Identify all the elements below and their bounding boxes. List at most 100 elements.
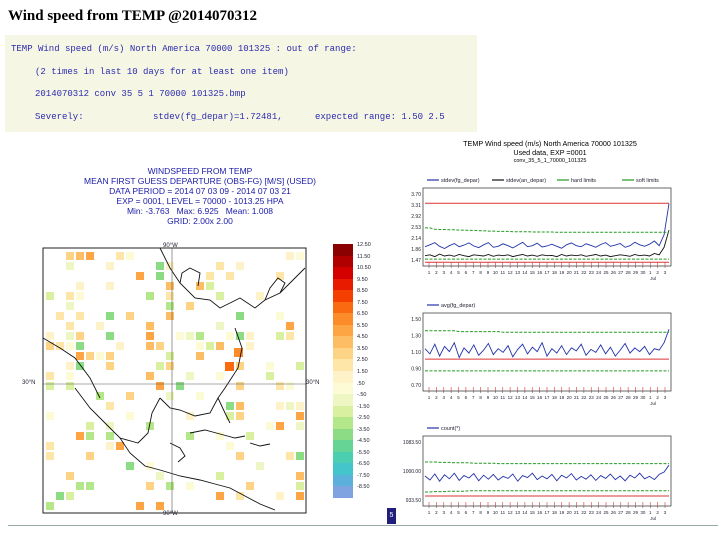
map-grid-cells [46, 252, 304, 510]
map-cell [196, 282, 204, 290]
map-cell [76, 252, 84, 260]
x-tick-label: 9 [487, 395, 490, 400]
x-tick-label: 26 [611, 395, 617, 400]
x-tick-label: 15 [530, 395, 536, 400]
map-cell [96, 392, 104, 400]
x-tick-label: 27 [618, 395, 624, 400]
x-tick-label: 2 [435, 395, 438, 400]
map-cell [136, 502, 144, 510]
x-tick-label: 20 [567, 510, 573, 515]
map-plot: 90°W 30°N 30°N [22, 243, 319, 514]
x-tick-label: 4 [450, 395, 453, 400]
y-tick-label: 933.50 [406, 498, 422, 504]
x-tick-label: 7 [472, 510, 475, 515]
plot-frame [422, 312, 672, 392]
map-header: WINDSPEED FROM TEMP MEAN FIRST GUESS DEP… [55, 166, 345, 226]
x-tick-label: 24 [596, 270, 602, 275]
series-line-count- [424, 464, 670, 482]
map-cell [146, 342, 154, 350]
map-cell [166, 262, 174, 270]
colorbar-swatch [333, 405, 353, 418]
map-cell [266, 362, 274, 370]
x-tick-label: 29 [633, 395, 639, 400]
x-tick-label: 13 [515, 270, 521, 275]
x-tick-label: 21 [574, 395, 580, 400]
y-tick-label: 1.30 [411, 334, 421, 340]
map-cell [66, 472, 74, 480]
max-value: 6.925 [197, 206, 219, 216]
x-tick-label: 16 [537, 270, 543, 275]
map-cell [276, 492, 284, 500]
month-label: Jul [650, 516, 656, 521]
colorbar-label: -2.50 [357, 415, 370, 422]
series-line-soft-limit-lower [425, 490, 669, 493]
colorbar-label: 5.50 [357, 322, 368, 329]
x-tick-label: 3 [442, 510, 445, 515]
x-tick-label: 3 [664, 395, 667, 400]
map-cell [156, 382, 164, 390]
x-tick-label: 14 [522, 510, 528, 515]
x-tick-label: 22 [581, 510, 587, 515]
map-cell [156, 262, 164, 270]
map-cell [46, 332, 54, 340]
map-cell [216, 372, 224, 380]
x-tick-label: 1 [428, 510, 431, 515]
alert-box: TEMP Wind speed (m/s) North America 7000… [5, 35, 477, 132]
map-cell [106, 282, 114, 290]
map-cell [246, 332, 254, 340]
map-stats: Min: -3.763 Max: 6.925 Mean: 1.008 [55, 206, 345, 216]
colorbar-swatch [333, 486, 353, 499]
ts-sub-2: conv_35_5_1_70000_101325 [513, 158, 587, 164]
map-cell [186, 372, 194, 380]
x-tick-label: 10 [493, 395, 499, 400]
map-cell [126, 462, 134, 470]
map-cell [236, 382, 244, 390]
map-cell [216, 432, 224, 440]
map-cell [296, 482, 304, 490]
colorbar-label: -5.50 [357, 449, 370, 456]
colorbar-swatch [333, 440, 353, 453]
legend-label: soft limits [636, 178, 659, 184]
x-tick-label: 14 [522, 270, 528, 275]
map-cell [66, 292, 74, 300]
x-tick-label: 10 [493, 510, 499, 515]
max-label: Max: [176, 206, 196, 216]
map-cell [286, 332, 294, 340]
x-tick-label: 25 [603, 395, 609, 400]
map-cell [226, 272, 234, 280]
colorbar-label: 7.50 [357, 299, 368, 306]
slide-number-tag: 5 [387, 508, 396, 524]
map-cell [166, 282, 174, 290]
map-cell [86, 352, 94, 360]
y-tick-label: 0.70 [411, 383, 421, 389]
map-cell [236, 412, 244, 420]
map-cell [106, 352, 114, 360]
map-cell [56, 342, 64, 350]
colorbar-swatch [333, 451, 353, 464]
map-cell [286, 402, 294, 410]
colorbar-swatch [333, 417, 353, 430]
plot-frame [422, 187, 672, 267]
map-cell [276, 272, 284, 280]
map-cell [226, 442, 234, 450]
x-tick-label: 2 [656, 395, 659, 400]
x-tick-label: 21 [574, 270, 580, 275]
colorbar-swatch [333, 244, 353, 256]
map-cell [196, 352, 204, 360]
x-tick-label: 20 [567, 270, 573, 275]
legend-label: count(*) [441, 426, 460, 432]
colorbar-swatch [333, 278, 353, 291]
map-cell [106, 432, 114, 440]
map-cell [276, 332, 284, 340]
map-cell [76, 432, 84, 440]
map-cell [66, 372, 74, 380]
map-cell [46, 502, 54, 510]
x-tick-label: 7 [472, 395, 475, 400]
y-tick-label: 1083.50 [403, 440, 421, 446]
map-cell [276, 382, 284, 390]
map-cell [106, 262, 114, 270]
x-tick-label: 17 [544, 510, 550, 515]
map-cell [186, 432, 194, 440]
x-tick-label: 7 [472, 270, 475, 275]
colorbar-label: 9.50 [357, 276, 368, 283]
